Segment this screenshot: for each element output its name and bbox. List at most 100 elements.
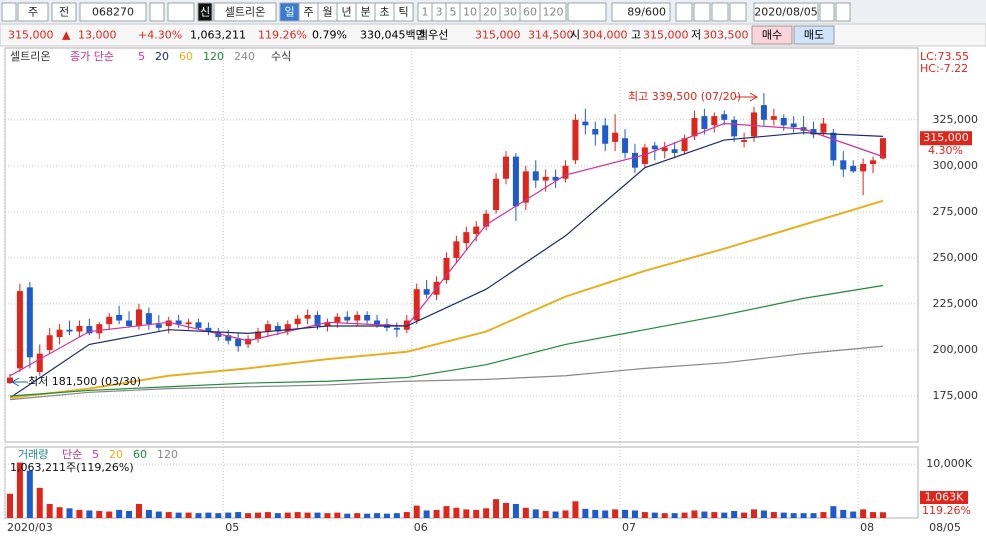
volume-title: 거래량 [18,448,48,461]
candle-body [770,116,777,120]
volume-bar [66,508,73,518]
mode-select-box[interactable] [51,2,77,22]
select-box[interactable] [567,2,607,22]
market-select[interactable]: 주 [28,6,38,19]
high-note: 최고 339,500 (07/20) [628,90,741,103]
period-button[interactable]: 틱 [398,6,408,19]
legend-item: 20 [155,50,169,63]
icon-box[interactable] [1,2,17,22]
interval-button[interactable]: 60 [523,6,537,19]
period-button[interactable]: 주 [303,6,313,19]
date-input[interactable]: 2020/08/05 [754,6,817,19]
interval-button[interactable]: 20 [483,6,497,19]
icon-box[interactable] [149,2,165,22]
x-tick-label: 2020/03 [7,521,53,534]
name-badge-box[interactable] [197,2,213,22]
interval-button[interactable]: 3 [436,6,443,19]
candle-body [135,309,142,327]
candle-body [631,152,638,168]
candle-body [840,160,847,170]
period-button[interactable]: 분 [360,6,370,19]
moving-average [9,345,884,401]
volume-bar [393,513,400,518]
interval-button[interactable]: 30 [503,6,517,19]
candle-body [304,314,311,319]
candle-body [741,140,748,142]
volume-bar [850,511,857,518]
quote-item: 시 [570,29,580,42]
order-button[interactable] [751,25,793,45]
interval-button[interactable]: 120 [543,6,564,19]
period-button[interactable]: 일 [284,5,294,19]
icon-box[interactable] [729,2,747,22]
period-button[interactable]: 년 [341,6,351,19]
period-button[interactable]: 월 [322,6,332,19]
candle-body [185,322,192,325]
x-tick-label: 07 [622,521,636,534]
candle-body [850,165,857,172]
count[interactable]: 89/600 [627,6,666,19]
candle-body [592,129,599,135]
last-price: 315,000 [923,131,969,144]
volume-bar [671,513,678,518]
icon-box[interactable] [835,2,851,22]
volume-bar [681,512,688,518]
order-button[interactable] [793,25,835,45]
interval-button[interactable]: 1 [422,6,429,19]
y-tick-label: 275,000 [933,205,979,218]
candle-body [393,327,400,330]
mode-select[interactable]: 전 [59,6,69,19]
volume-current: 1,063K [925,491,964,504]
icon-box[interactable] [819,2,835,22]
count-box[interactable] [611,2,671,22]
candle-body [860,163,867,172]
high-arrow [735,92,759,102]
volume-bar [473,509,480,518]
order-button-label[interactable]: 매도 [804,29,824,42]
date-input-box[interactable] [753,2,819,22]
candle-body [66,329,73,332]
volume-bar [840,509,847,518]
y-tick-label: 225,000 [933,297,979,310]
code-input-box[interactable] [79,2,147,22]
icon-box[interactable] [711,2,729,22]
icon-box[interactable] [167,2,195,22]
interval-button-box[interactable] [539,2,567,22]
quote-item: 330,045백만 [360,29,426,42]
name-badge[interactable]: 신 [200,6,210,19]
y-tick-label: 175,000 [933,389,979,402]
stock-name-box[interactable] [213,2,277,22]
candle-body [512,156,519,207]
candle-body [46,335,53,350]
x-tick-label: 05 [225,521,239,534]
period-button[interactable]: 초 [379,6,389,19]
period-button-box[interactable] [393,2,414,22]
stock-name[interactable]: 셀트리온 [225,6,265,19]
volume-bar [879,512,886,518]
interval-button[interactable]: 5 [450,6,457,19]
market-select-box[interactable] [17,2,49,22]
moving-average [9,122,884,377]
volume-bar [413,505,420,518]
legend-item: 5 [138,50,145,63]
icon-box[interactable] [693,2,711,22]
candle-body [195,322,202,328]
candle-body [552,176,559,181]
candle-body [830,132,837,161]
quote-item: 315,000 [643,29,689,42]
candle-body [423,289,430,295]
volume-ratio: 119.26% [922,504,971,517]
candle-body [532,171,539,181]
candle-body [264,324,271,332]
candle-body [542,176,549,181]
candle-body [165,320,172,327]
candle-body [374,320,381,325]
moving-average [9,199,884,399]
code-input[interactable]: 068270 [92,6,134,19]
candle-body [205,327,212,332]
last-price-box [920,131,972,146]
icon-box[interactable] [675,2,693,22]
interval-button[interactable]: 10 [463,6,477,19]
volume-bar [741,512,748,518]
order-button-label[interactable]: 매수 [762,29,782,42]
